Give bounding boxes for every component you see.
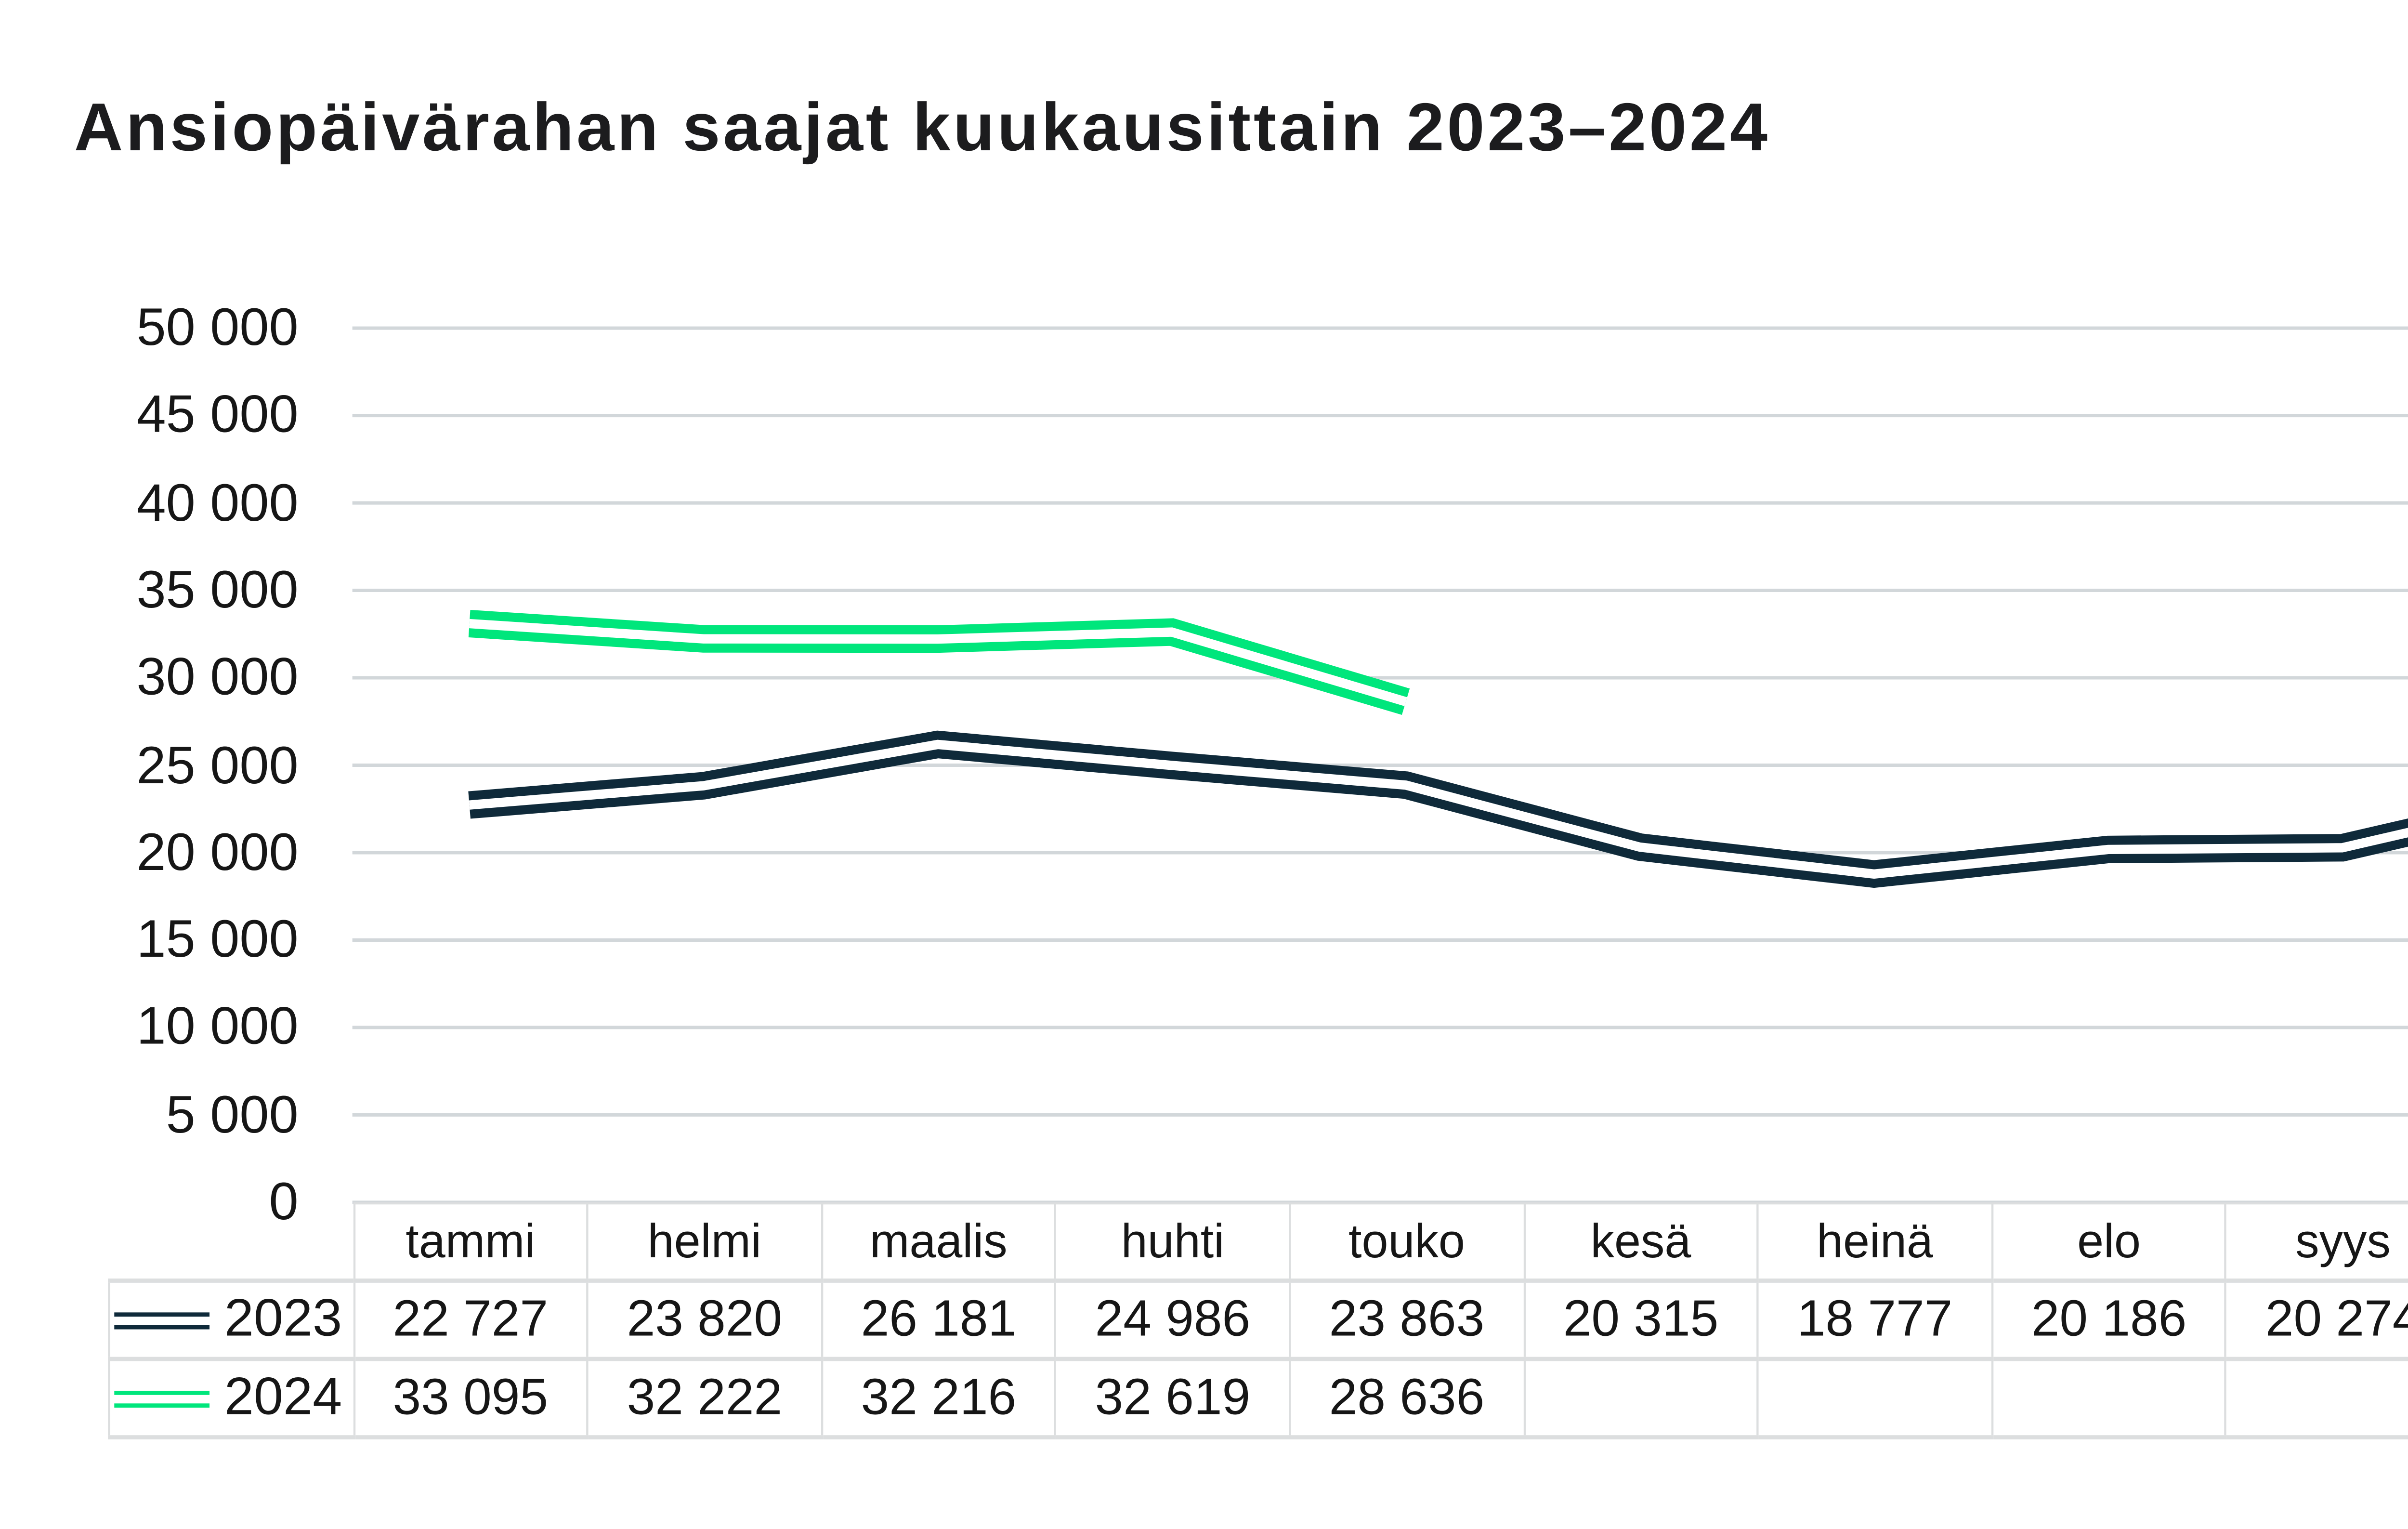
value-cell: 23 863	[1288, 1279, 1525, 1361]
legend-inner: 2023	[110, 1289, 352, 1349]
month-header-cell: maalis	[820, 1202, 1057, 1283]
series-2024-line	[468, 610, 1410, 715]
value-cell: 32 216	[820, 1357, 1057, 1440]
legend-year-label: 2024	[224, 1367, 342, 1427]
series-2023-line	[468, 730, 2408, 888]
series-2024-center-stripe	[469, 619, 1407, 706]
chart-title: Ansiopäivärahan saajat kuukausittain 202…	[74, 89, 1770, 165]
month-header-row: tammi helmi maalis huhti touko kesä heinä elo sy…	[109, 1202, 2408, 1283]
value-cell: 22 727	[352, 1279, 589, 1361]
y-axis-tick-label: 30 000	[136, 648, 299, 708]
value-cell	[1522, 1357, 1759, 1440]
table-row-2024: 2024 33 095 32 222 32 216 32 619 28 636	[108, 1357, 2408, 1440]
value-cell: 24 986	[1054, 1279, 1291, 1361]
y-axis-tick-label: 25 000	[136, 735, 299, 795]
month-header-cell: touko	[1288, 1202, 1525, 1283]
series-2023-center-stripe	[469, 739, 2408, 879]
value-cell: 32 619	[1054, 1357, 1291, 1440]
table-row-2023: 2023 22 727 23 820 26 181 24 986 23 863 20 315…	[108, 1279, 2408, 1361]
legend-year-label: 2023	[224, 1289, 342, 1349]
y-axis-tick-label: 50 000	[136, 298, 299, 358]
month-header-cell: kesä	[1522, 1202, 1759, 1283]
legend-inner: 2024	[110, 1371, 352, 1424]
legend-line-swatch-icon	[114, 1311, 210, 1329]
value-cell: 33 095	[352, 1357, 589, 1440]
gridlines	[352, 326, 2408, 1204]
y-axis-tick-label: 10 000	[136, 998, 299, 1057]
y-axis-tick-label: 35 000	[136, 560, 299, 620]
legend-cell-2023: 2023	[108, 1279, 355, 1361]
value-cell: 18 777	[1756, 1279, 1993, 1361]
table-corner-cell	[109, 1203, 353, 1280]
y-axis-tick-label: 0	[269, 1173, 299, 1232]
value-cell: 28 636	[1288, 1357, 1525, 1440]
legend-cell-2024: 2024	[108, 1357, 355, 1440]
legend-line-swatch-icon	[114, 1389, 210, 1407]
y-axis-tick-label: 20 000	[136, 823, 299, 883]
data-table: tammi helmi maalis huhti touko kesä heinä elo sy…	[108, 1202, 2408, 1440]
month-header-cell: syys	[2225, 1202, 2408, 1283]
y-axis-tick-label: 5 000	[166, 1085, 299, 1145]
month-header-cell: tammi	[352, 1202, 589, 1283]
value-cell	[1990, 1357, 2227, 1440]
y-axis-tick-label: 45 000	[136, 386, 299, 446]
month-header-cell: elo	[1990, 1202, 2227, 1283]
value-cell: 32 222	[586, 1357, 823, 1440]
value-cell: 23 820	[586, 1279, 823, 1361]
month-header-cell: heinä	[1756, 1202, 1993, 1283]
value-cell: 26 181	[820, 1279, 1057, 1361]
month-header-cell: helmi	[586, 1202, 823, 1283]
y-axis-tick-label: 15 000	[136, 910, 299, 970]
month-header-cell: huhti	[1054, 1202, 1291, 1283]
value-cell	[2225, 1357, 2408, 1440]
y-axis-tick-label: 40 000	[136, 473, 299, 533]
value-cell: 20 315	[1522, 1279, 1759, 1361]
value-cell: 20 186	[1990, 1279, 2227, 1361]
value-cell	[1756, 1357, 1993, 1440]
value-cell: 20 274	[2225, 1279, 2408, 1361]
